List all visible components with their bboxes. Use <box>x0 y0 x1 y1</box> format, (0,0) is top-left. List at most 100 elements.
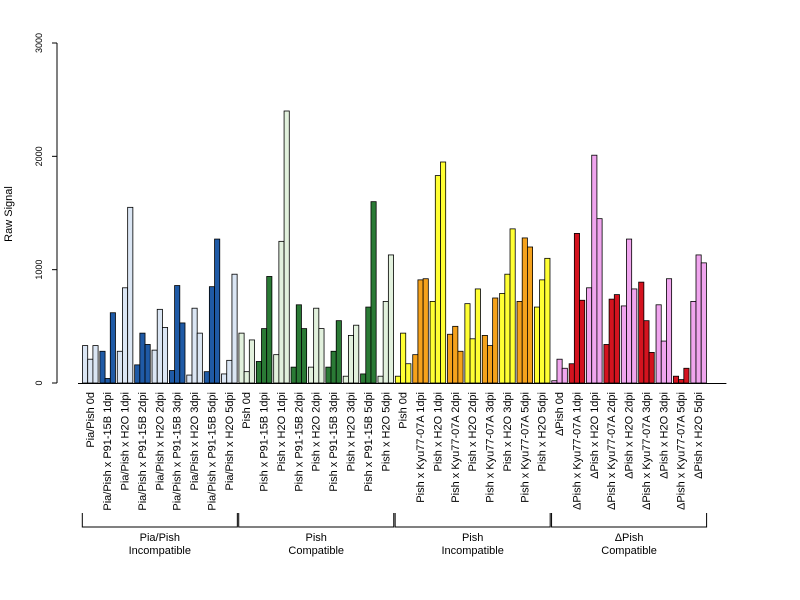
bar <box>295 304 302 384</box>
bar <box>226 359 233 384</box>
bar <box>261 328 268 384</box>
bar <box>690 300 697 384</box>
x-tick-label: ΔPish x Kyu77-07A 5dpi <box>676 392 688 510</box>
x-tick-label: Pish x Kyu77-07A 3dpi <box>485 392 497 503</box>
bar <box>683 367 690 384</box>
group-brackets: Pia/PishIncompatiblePishCompatiblePishIn… <box>81 513 708 557</box>
bar <box>122 287 129 384</box>
bar <box>660 340 667 384</box>
bar <box>301 328 308 384</box>
bar <box>631 288 638 384</box>
bar <box>464 303 471 384</box>
bar <box>405 363 412 384</box>
bar <box>308 366 315 384</box>
bar <box>335 320 342 384</box>
bar <box>695 254 702 384</box>
bar <box>509 228 516 384</box>
x-tick-label: ΔPish x H2O 5dpi <box>693 392 705 479</box>
bar <box>422 278 429 384</box>
bar <box>561 367 568 384</box>
bar <box>527 246 534 384</box>
bar <box>492 297 499 384</box>
bar <box>290 366 297 384</box>
bar <box>440 161 447 384</box>
x-tick-label: ΔPish x Kyu77-07A 3dpi <box>641 392 653 510</box>
group-bracket <box>238 513 395 528</box>
bar <box>648 351 655 384</box>
bar <box>613 294 620 384</box>
bar <box>700 262 707 384</box>
bar <box>266 276 273 384</box>
bar <box>608 298 615 384</box>
x-tick-label: ΔPish x H2O 1dpi <box>589 392 601 479</box>
x-tick-label: Pish x Kyu77-07A 1dpi <box>415 392 427 503</box>
x-tick-label: Pish x H2O 3dpi <box>346 392 358 471</box>
bar <box>579 299 586 384</box>
bar <box>499 293 506 384</box>
bar <box>156 308 163 384</box>
bar <box>168 370 175 384</box>
bar <box>238 332 245 384</box>
bar <box>586 287 593 384</box>
x-tick-label: Pish x H2O 1dpi <box>276 392 288 471</box>
bar <box>186 374 193 384</box>
bar <box>487 345 494 384</box>
bar <box>104 378 111 384</box>
bar <box>400 332 407 384</box>
x-tick-label: ΔPish x Kyu77-07A 1dpi <box>571 392 583 510</box>
bar <box>273 354 280 384</box>
x-tick-label: Pish x H2O 1dpi <box>432 392 444 471</box>
bar <box>109 312 116 384</box>
x-tick-label: Pish 0d <box>241 392 253 429</box>
bar <box>516 300 523 384</box>
x-tick-label: Pish x H2O 2dpi <box>467 392 479 471</box>
bar <box>162 327 169 384</box>
x-tick-label: Pia/Pish x H2O 1dpi <box>120 392 132 490</box>
bar <box>151 349 158 384</box>
x-tick-label: Pish x Kyu77-07A 2dpi <box>450 392 462 503</box>
bar <box>92 345 99 384</box>
x-tick-label: ΔPish x Kyu77-07A 2dpi <box>606 392 618 510</box>
bar <box>394 375 401 384</box>
y-tick-label: 0 <box>34 380 44 385</box>
bar <box>533 306 540 384</box>
x-tick-label: Pia/Pish x P91-15B 1dpi <box>102 392 114 511</box>
bar <box>655 304 662 384</box>
group-sublabel: Incompatible <box>129 545 191 557</box>
bar <box>221 373 228 384</box>
x-tick-label: Pish x H2O 3dpi <box>502 392 514 471</box>
x-tick-label: Pish x P91-15B 3dpi <box>328 392 340 492</box>
bar <box>481 334 488 384</box>
bar <box>591 154 598 384</box>
y-tick-label: 1000 <box>34 260 44 280</box>
x-tick-label: Pish x P91-15B 5dpi <box>363 392 375 492</box>
group-sublabel: Compatible <box>288 545 344 557</box>
bar <box>174 285 181 384</box>
x-tick-label: Pia/Pish x P91-15B 3dpi <box>172 392 184 511</box>
bar <box>127 206 134 384</box>
bar <box>452 325 459 384</box>
bar <box>191 307 198 384</box>
x-tick-label: Pish 0d <box>398 392 410 429</box>
x-tick-label: Pia/Pish 0d <box>85 392 97 448</box>
bar <box>521 237 528 384</box>
bars <box>82 110 707 384</box>
bar <box>387 254 394 384</box>
bar <box>447 333 454 384</box>
group-label: Pia/Pish <box>140 532 180 544</box>
bar <box>248 339 255 384</box>
x-tick-label: ΔPish x H2O 2dpi <box>624 392 636 479</box>
y-tick-label: 2000 <box>34 146 44 166</box>
bar <box>347 334 354 384</box>
y-tick-label: 3000 <box>34 33 44 53</box>
x-tick-label: Pish x H2O 2dpi <box>311 392 323 471</box>
bar <box>179 322 186 384</box>
bar <box>243 371 250 384</box>
bar <box>539 279 546 384</box>
bar <box>313 307 320 384</box>
bar <box>116 350 123 384</box>
group-label: ΔPish <box>615 532 644 544</box>
bar <box>208 286 215 384</box>
bar <box>556 358 563 384</box>
group-label: Pish <box>462 532 483 544</box>
